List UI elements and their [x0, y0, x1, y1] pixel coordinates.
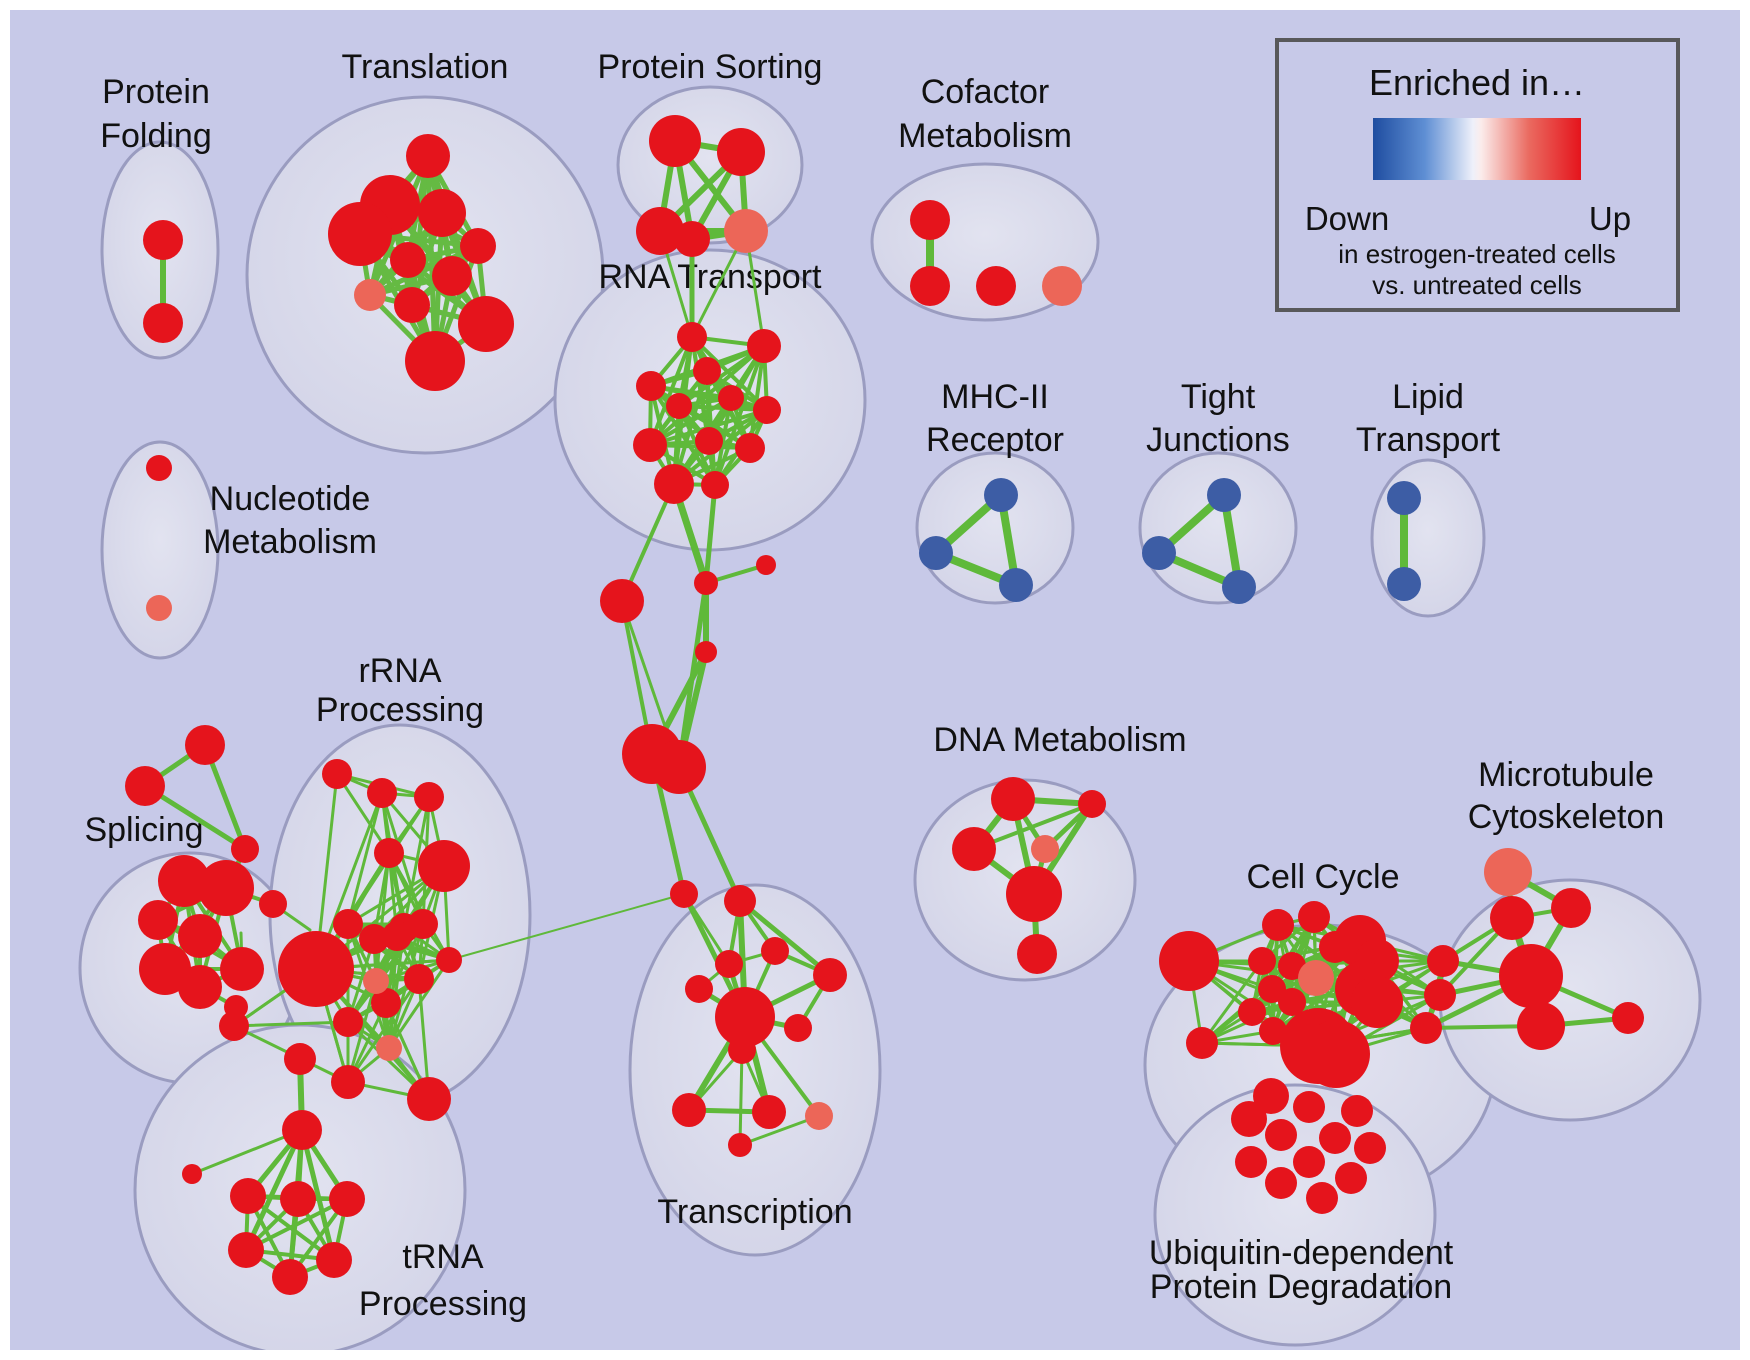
- svg-text:Transcription: Transcription: [657, 1193, 852, 1231]
- svg-text:Metabolism: Metabolism: [203, 523, 377, 561]
- svg-text:Junctions: Junctions: [1146, 421, 1290, 459]
- svg-text:Transport: Transport: [1356, 421, 1501, 459]
- svg-text:vs. untreated cells: vs. untreated cells: [1372, 270, 1582, 300]
- svg-text:Ubiquitin-dependent: Ubiquitin-dependent: [1149, 1234, 1454, 1272]
- svg-text:Folding: Folding: [100, 117, 212, 155]
- svg-text:Tight: Tight: [1181, 378, 1256, 416]
- svg-text:Metabolism: Metabolism: [898, 117, 1072, 155]
- svg-text:Processing: Processing: [359, 1285, 527, 1323]
- svg-text:in estrogen-treated cells: in estrogen-treated cells: [1338, 239, 1615, 269]
- svg-text:Cytoskeleton: Cytoskeleton: [1468, 798, 1665, 836]
- svg-text:RNA Transport: RNA Transport: [599, 258, 823, 296]
- svg-text:Lipid: Lipid: [1392, 378, 1464, 416]
- svg-text:Microtubule: Microtubule: [1478, 756, 1654, 794]
- svg-text:Protein: Protein: [102, 73, 210, 111]
- svg-text:Receptor: Receptor: [926, 421, 1064, 459]
- svg-text:Processing: Processing: [316, 691, 484, 729]
- svg-text:Up: Up: [1589, 200, 1631, 237]
- svg-text:rRNA: rRNA: [358, 652, 441, 690]
- svg-text:Protein Sorting: Protein Sorting: [598, 48, 823, 86]
- svg-text:Translation: Translation: [342, 48, 509, 86]
- svg-text:Cofactor: Cofactor: [921, 73, 1050, 111]
- svg-text:Down: Down: [1305, 200, 1389, 237]
- svg-text:tRNA: tRNA: [402, 1238, 484, 1276]
- svg-text:DNA Metabolism: DNA Metabolism: [933, 721, 1186, 759]
- svg-text:Cell Cycle: Cell Cycle: [1246, 858, 1399, 896]
- svg-text:Protein Degradation: Protein Degradation: [1150, 1268, 1452, 1306]
- svg-text:Nucleotide: Nucleotide: [210, 480, 371, 518]
- svg-text:MHC-II: MHC-II: [941, 378, 1049, 416]
- svg-text:Enriched in…: Enriched in…: [1369, 62, 1585, 103]
- svg-text:Splicing: Splicing: [84, 811, 203, 849]
